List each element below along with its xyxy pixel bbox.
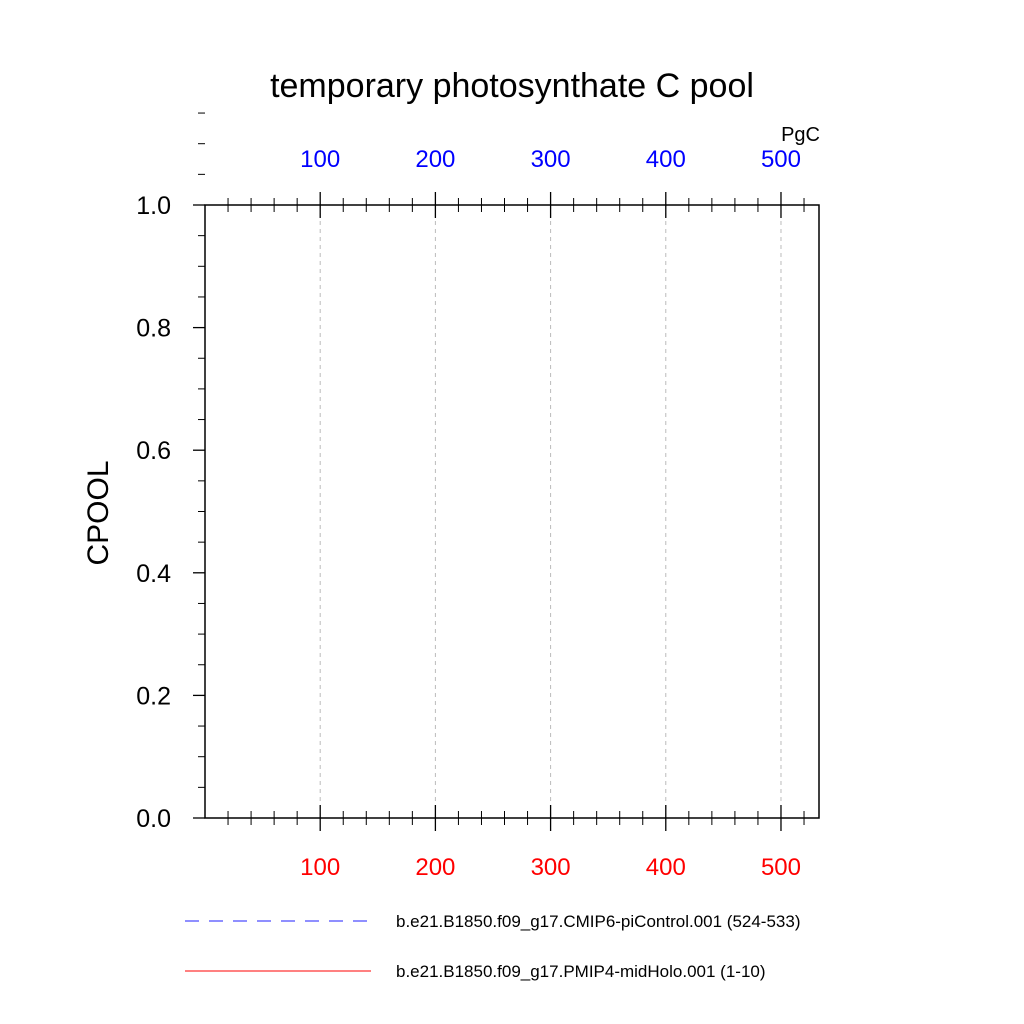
x-top-tick-label: 200 [415,146,455,173]
y-tick-label: 0.6 [136,437,171,465]
x-bottom-tick-label: 500 [761,854,801,881]
y-tick-label: 0.4 [136,560,171,588]
y-axis-label: CPOOL [82,460,115,565]
x-top-tick-label: 300 [531,146,571,173]
x-bottom-tick-label: 300 [531,854,571,881]
x-top-tick-labels: 100 200 300 400 500 [300,146,801,173]
x-bottom-tick-label: 200 [415,854,455,881]
y-tick-labels: 0.0 0.2 0.4 0.6 0.8 1.0 [136,192,171,833]
y-tick-label: 0.0 [136,805,171,833]
x-bottom-tick-label: 100 [300,854,340,881]
legend-label-midholo: b.e21.B1850.f09_g17.PMIP4-midHolo.001 (1… [396,962,766,981]
y-tick-label: 0.8 [136,315,171,343]
plot-frame [204,204,820,819]
x-top-tick-label: 500 [761,146,801,173]
x-top-tick-label: 400 [646,146,686,173]
y-tick-label: 1.0 [136,192,171,220]
legend-label-picontrol: b.e21.B1850.f09_g17.CMIP6-piControl.001 … [396,912,801,931]
units-label: PgC [781,124,820,146]
x-top-tick-label: 100 [300,146,340,173]
x-bottom-tick-labels: 100 200 300 400 500 [300,854,801,881]
axis-ticks [193,112,805,831]
chart-title: temporary photosynthate C pool [270,67,754,105]
x-bottom-tick-label: 400 [646,854,686,881]
y-tick-label: 0.2 [136,682,171,710]
gridlines [319,205,782,818]
legend: b.e21.B1850.f09_g17.CMIP6-piControl.001 … [185,912,801,981]
